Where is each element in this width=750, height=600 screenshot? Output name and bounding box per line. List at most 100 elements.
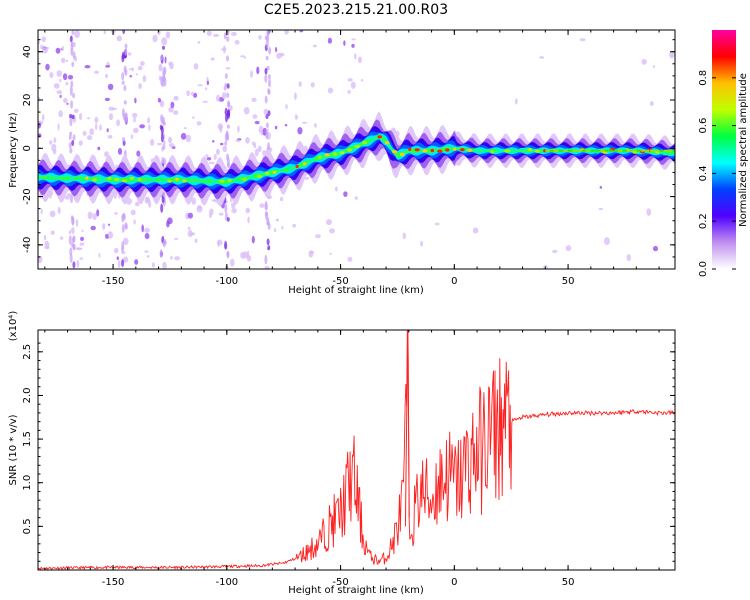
noise-speckle bbox=[87, 135, 93, 141]
noise-speckle bbox=[221, 92, 227, 100]
noise-streak bbox=[70, 193, 73, 204]
noise-speckle bbox=[166, 220, 170, 228]
y-axis-label: Frequency (Hz) bbox=[8, 112, 19, 188]
noise-speckle bbox=[107, 83, 114, 91]
noise-speckle bbox=[158, 63, 163, 72]
ridge-hotspot bbox=[54, 175, 60, 179]
colorbar-tick-label: 0.0 bbox=[698, 261, 709, 277]
noise-speckle bbox=[191, 197, 197, 205]
ridge-hotspot bbox=[430, 148, 435, 153]
noise-speckle bbox=[163, 140, 166, 145]
ridge-hotspot bbox=[189, 177, 195, 181]
noise-speckle bbox=[173, 110, 179, 115]
y-tick-label: -20 bbox=[22, 188, 33, 204]
noise-streak bbox=[225, 113, 228, 123]
noise-speckle bbox=[209, 212, 212, 218]
noise-speckle bbox=[187, 230, 193, 238]
noise-speckle bbox=[98, 252, 101, 258]
noise-speckle bbox=[138, 83, 142, 89]
noise-speckle bbox=[247, 216, 250, 224]
noise-speckle bbox=[159, 100, 165, 108]
noise-speckle bbox=[245, 137, 250, 144]
noise-streak bbox=[264, 200, 268, 211]
noise-speckle bbox=[151, 262, 155, 268]
noise-speckle bbox=[641, 58, 647, 65]
ridge-tail bbox=[559, 149, 563, 152]
ridge-hotspot bbox=[249, 175, 255, 179]
noise-speckle bbox=[76, 259, 80, 268]
ridge-tail bbox=[563, 149, 568, 152]
noise-speckle bbox=[351, 43, 355, 48]
ridge-hotspot bbox=[204, 178, 210, 182]
noise-streak bbox=[121, 224, 125, 233]
noise-streak bbox=[72, 235, 76, 243]
noise-speckle bbox=[652, 65, 656, 68]
ridge-tail bbox=[599, 149, 604, 152]
noise-streak bbox=[223, 85, 227, 91]
ridge-hotspot bbox=[534, 149, 541, 153]
ridge-hotspot bbox=[129, 176, 135, 180]
noise-speckle bbox=[127, 52, 132, 56]
ridge-hotspot bbox=[459, 148, 465, 152]
noise-speckle bbox=[309, 250, 314, 254]
noise-speckle bbox=[66, 102, 69, 105]
noise-speckle bbox=[117, 147, 123, 155]
ridge-band-3 bbox=[38, 131, 675, 190]
noise-speckle bbox=[117, 260, 121, 268]
ridge-hotspot bbox=[445, 148, 450, 152]
noise-speckle bbox=[68, 230, 72, 235]
noise-speckle bbox=[197, 205, 202, 209]
x-tick-label: -150 bbox=[102, 276, 125, 287]
noise-speckle bbox=[74, 30, 80, 39]
ridge-hotspot bbox=[504, 149, 511, 153]
ridge-hotspot bbox=[85, 176, 89, 180]
noise-speckle bbox=[61, 45, 64, 52]
noise-speckle bbox=[294, 92, 297, 100]
colorbar-tick-label: 0.6 bbox=[698, 118, 709, 134]
noise-speckle bbox=[210, 57, 215, 61]
noise-speckle bbox=[284, 30, 289, 35]
noise-speckle bbox=[134, 97, 137, 104]
noise-speckle bbox=[326, 219, 332, 226]
noise-speckle bbox=[59, 78, 62, 83]
ridge-hotspot bbox=[302, 162, 307, 166]
noise-speckle bbox=[157, 97, 161, 103]
ridge-hotspot bbox=[62, 175, 67, 179]
ridge-tail bbox=[545, 149, 550, 152]
noise-speckle bbox=[104, 97, 110, 102]
colorbar-gradient bbox=[712, 30, 736, 269]
noise-speckle bbox=[40, 44, 44, 50]
y-tick-label: 40 bbox=[22, 45, 33, 58]
noise-speckle bbox=[243, 107, 250, 115]
noise-speckle bbox=[105, 73, 108, 79]
noise-speckle bbox=[75, 219, 79, 227]
x-tick-label: 50 bbox=[562, 577, 575, 588]
noise-streak bbox=[70, 80, 74, 88]
noise-speckle bbox=[599, 185, 602, 189]
noise-speckle bbox=[329, 228, 335, 234]
snr-series-line bbox=[38, 330, 675, 570]
ridge-hotspot bbox=[339, 151, 345, 155]
noise-speckle bbox=[402, 232, 406, 240]
noise-streak bbox=[268, 46, 272, 55]
noise-streak bbox=[121, 51, 125, 60]
ridge-hotspot bbox=[99, 178, 105, 182]
ridge-hotspot bbox=[114, 177, 120, 182]
noise-streak bbox=[227, 100, 230, 107]
noise-speckle bbox=[52, 148, 57, 155]
noise-speckle bbox=[170, 256, 173, 260]
y-tick-label: 2.5 bbox=[22, 344, 33, 360]
ridge-hotspot bbox=[219, 179, 225, 183]
x-tick-label: -50 bbox=[332, 577, 348, 588]
y-tick-label: 0.5 bbox=[22, 518, 33, 534]
noise-speckle bbox=[168, 143, 175, 148]
ridge-hotspot bbox=[453, 147, 457, 151]
noise-streak bbox=[72, 261, 76, 269]
noise-speckle bbox=[108, 106, 115, 111]
ridge-hotspot bbox=[662, 152, 668, 156]
ridge-hotspot bbox=[467, 148, 473, 152]
ridge-tail bbox=[640, 149, 645, 152]
noise-speckle bbox=[234, 39, 240, 45]
noise-speckle bbox=[53, 137, 57, 144]
noise-speckle bbox=[84, 65, 91, 69]
